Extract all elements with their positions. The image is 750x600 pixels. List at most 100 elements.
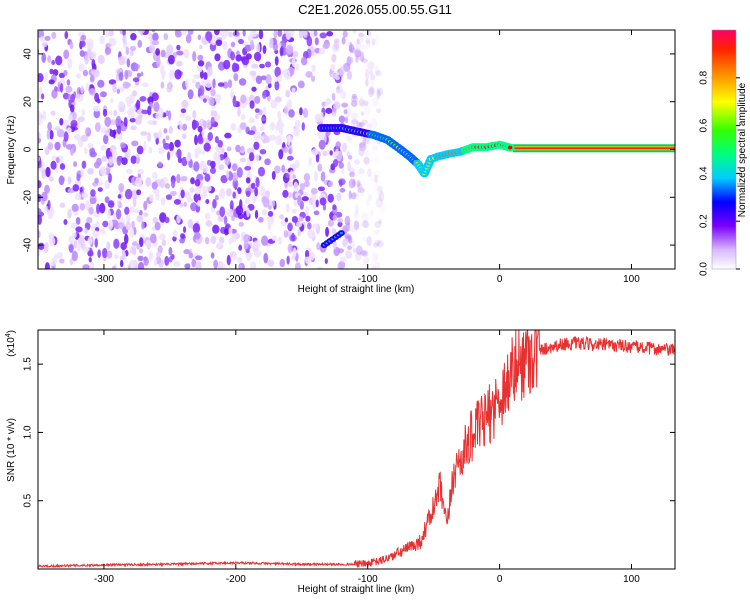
noise-blob [286,255,290,265]
noise-blob [51,257,56,267]
noise-blob [307,228,315,239]
noise-blob [274,80,280,91]
noise-blob [115,132,123,140]
noise-blob [136,72,141,78]
noise-blob [137,168,145,175]
noise-blob [325,130,330,137]
noise-blob [201,165,209,174]
noise-blob [298,216,304,222]
noise-blob [256,43,261,54]
noise-blob [68,235,75,244]
noise-blob [376,89,381,100]
y-axis-label-top: Frequency (Hz) [6,116,17,185]
noise-blob [182,226,187,233]
noise-blob [197,200,201,207]
noise-blob [255,75,263,85]
noise-blob [104,196,110,204]
noise-blob [214,194,219,201]
noise-blob [220,188,225,193]
noise-blob [164,255,170,266]
noise-blob [124,82,131,88]
noise-blob [181,133,187,140]
noise-blob [279,214,285,220]
noise-blob [358,141,367,152]
noise-blob [203,136,207,143]
noise-blob [54,141,61,151]
noise-blob [248,117,255,124]
noise-blob [51,60,56,66]
noise-blob [311,64,316,73]
noise-blob [71,203,79,212]
noise-blob [228,31,233,38]
noise-blob [241,56,250,66]
noise-blob [154,221,161,231]
noise-blob [49,130,54,140]
noise-blob [70,119,78,128]
noise-blob [372,242,379,248]
noise-blob [122,34,127,45]
noise-blob [375,34,380,44]
noise-blob [358,98,365,107]
noise-blob [353,159,360,165]
noise-blob [205,31,213,42]
colorbar-label: Normalized spectral amplitude [737,82,748,217]
noise-blob [195,193,200,201]
noise-blob [176,148,182,159]
noise-blob [250,182,256,189]
noise-blob [373,66,379,77]
noise-blob [236,167,243,178]
noise-blob [285,45,294,55]
noise-blob [164,216,170,224]
noise-blob [97,54,105,65]
noise-blob [274,76,279,83]
noise-blob [258,135,265,141]
noise-blob [223,215,228,225]
noise-blob [325,107,333,114]
noise-blob [309,251,315,261]
noise-blob [291,208,297,214]
noise-blob [284,217,289,223]
noise-blob [89,197,97,205]
noise-blob [243,239,249,250]
y-tick-label: 1.0 [23,425,34,439]
noise-blob [355,245,363,255]
noise-blob [151,181,158,190]
noise-blob [218,262,226,269]
noise-blob [293,126,300,137]
noise-blob [80,85,84,94]
noise-blob [366,123,372,131]
noise-blob [123,116,128,128]
noise-blob [259,186,266,197]
noise-blob [83,147,88,155]
noise-blob [38,179,39,183]
noise-blob [239,122,247,130]
noise-blob [334,75,340,81]
noise-blob [372,252,378,263]
noise-blob [67,58,73,69]
noise-blob [127,148,131,156]
noise-blob [89,147,96,156]
noise-blob [108,110,113,115]
noise-blob [71,232,77,239]
noise-blob [364,151,370,157]
noise-blob [362,236,369,242]
noise-blob [82,69,89,77]
noise-blob [139,96,147,102]
noise-blob [212,78,216,89]
noise-blob [105,30,110,38]
noise-blob [240,114,246,121]
noise-blob [100,126,107,134]
noise-blob [267,210,274,217]
noise-blob [286,155,294,161]
noise-blob [165,135,170,141]
noise-blob [199,44,203,50]
noise-blob [100,144,108,151]
noise-blob [159,178,165,189]
noise-blob [153,258,158,267]
y-tick-label: 0.5 [23,493,34,507]
noise-blob [115,115,122,127]
y-scale-multiplier: (x104) [5,330,17,357]
x-tick-label: -200 [226,574,246,585]
noise-blob [107,219,114,230]
noise-blob [143,140,147,152]
